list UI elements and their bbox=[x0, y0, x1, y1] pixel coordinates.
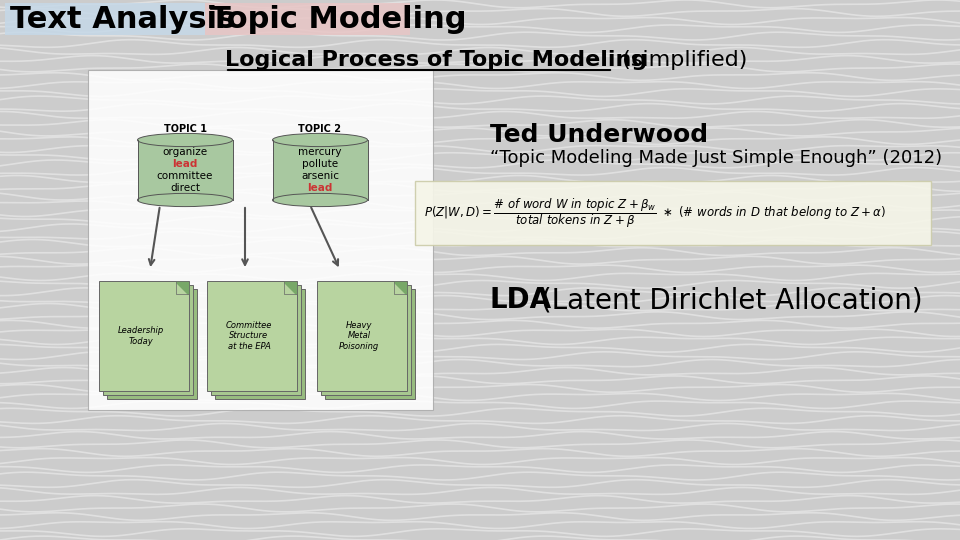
Text: (Latent Dirichlet Allocation): (Latent Dirichlet Allocation) bbox=[532, 286, 923, 314]
Text: TOPIC 1: TOPIC 1 bbox=[163, 124, 206, 134]
Text: Ted Underwood: Ted Underwood bbox=[490, 123, 708, 147]
Text: lead: lead bbox=[172, 159, 198, 169]
FancyBboxPatch shape bbox=[273, 140, 368, 200]
FancyBboxPatch shape bbox=[325, 289, 415, 399]
Polygon shape bbox=[176, 282, 188, 294]
Ellipse shape bbox=[273, 133, 368, 146]
FancyBboxPatch shape bbox=[317, 281, 407, 391]
FancyBboxPatch shape bbox=[321, 285, 411, 395]
Text: Text Analysis: Text Analysis bbox=[10, 4, 235, 33]
Text: arsenic: arsenic bbox=[301, 171, 339, 181]
FancyBboxPatch shape bbox=[137, 140, 232, 200]
Text: “Topic Modeling Made Just Simple Enough” (2012): “Topic Modeling Made Just Simple Enough”… bbox=[490, 149, 942, 167]
FancyBboxPatch shape bbox=[99, 281, 189, 391]
Text: Committee
Structure
at the EPA: Committee Structure at the EPA bbox=[226, 321, 273, 351]
Polygon shape bbox=[394, 282, 406, 294]
Ellipse shape bbox=[137, 193, 232, 207]
FancyBboxPatch shape bbox=[88, 70, 433, 410]
Polygon shape bbox=[284, 282, 296, 294]
Text: TOPIC 2: TOPIC 2 bbox=[299, 124, 342, 134]
Text: Heavy
Metal
Poisoning: Heavy Metal Poisoning bbox=[339, 321, 379, 351]
FancyBboxPatch shape bbox=[207, 281, 297, 391]
FancyBboxPatch shape bbox=[5, 3, 205, 35]
Text: Logical Process of Topic Modeling: Logical Process of Topic Modeling bbox=[225, 50, 647, 70]
FancyBboxPatch shape bbox=[215, 289, 305, 399]
Ellipse shape bbox=[137, 133, 232, 146]
Text: pollute: pollute bbox=[302, 159, 338, 169]
Text: lead: lead bbox=[307, 183, 333, 193]
Text: Leadership
Today: Leadership Today bbox=[118, 326, 164, 346]
FancyBboxPatch shape bbox=[211, 285, 301, 395]
Text: direct: direct bbox=[170, 183, 200, 193]
Text: LDA: LDA bbox=[490, 286, 552, 314]
Text: (simplified): (simplified) bbox=[615, 50, 748, 70]
Text: mercury: mercury bbox=[299, 147, 342, 157]
Text: $P(Z|W,D) = \dfrac{\#\ of\ word\ W\ in\ topic\ Z + \beta_w}{total\ tokens\ in\ Z: $P(Z|W,D) = \dfrac{\#\ of\ word\ W\ in\ … bbox=[424, 196, 886, 230]
FancyBboxPatch shape bbox=[103, 285, 193, 395]
FancyBboxPatch shape bbox=[107, 289, 197, 399]
FancyBboxPatch shape bbox=[205, 3, 410, 35]
FancyBboxPatch shape bbox=[415, 181, 931, 245]
Text: organize: organize bbox=[162, 147, 207, 157]
Text: Topic Modeling: Topic Modeling bbox=[210, 4, 467, 33]
Ellipse shape bbox=[273, 193, 368, 207]
Text: committee: committee bbox=[156, 171, 213, 181]
